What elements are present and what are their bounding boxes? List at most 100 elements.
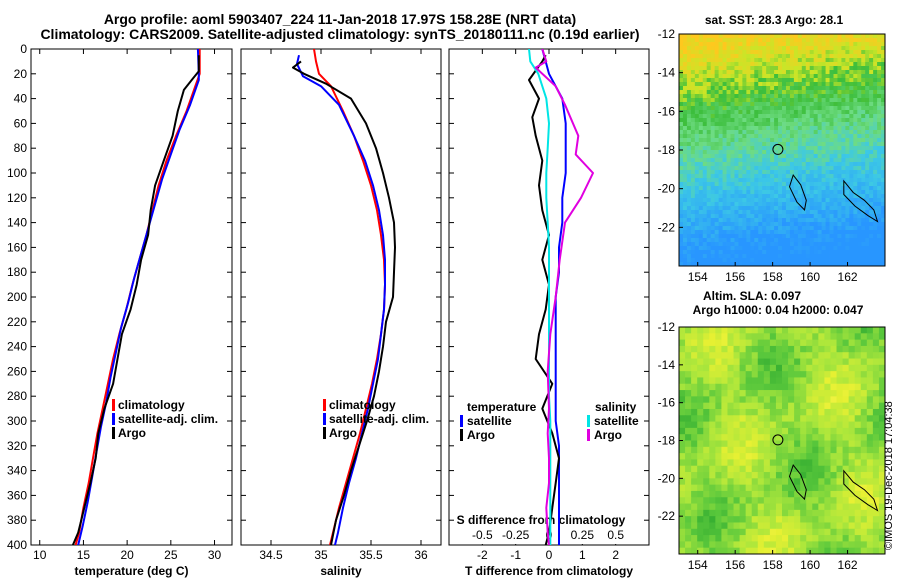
heatmap-cell: [869, 166, 874, 171]
heatmap-cell: [754, 182, 759, 187]
heatmap-cell: [685, 516, 692, 523]
heatmap-cell: [842, 541, 850, 549]
heatmap-cell: [837, 66, 842, 71]
heatmap-cell: [806, 541, 813, 549]
heatmap-cell: [829, 106, 834, 111]
x-tick-label: -2: [477, 548, 488, 562]
heatmap-cell: [730, 114, 735, 119]
heatmap-cell: [854, 352, 862, 359]
heatmap-cell: [836, 446, 843, 454]
heatmap-cell: [861, 54, 866, 59]
heatmap-cell: [702, 98, 708, 103]
heatmap-cell: [702, 218, 708, 223]
heatmap-cell: [841, 142, 846, 147]
heatmap-cell: [762, 162, 767, 167]
heatmap-cell: [715, 484, 722, 492]
heatmap-cell: [739, 396, 747, 404]
heatmap-cell: [742, 234, 747, 239]
heatmap-cell: [686, 134, 692, 139]
heatmap-cell: [861, 158, 866, 163]
plot-frame: [30, 48, 233, 546]
heatmap-cell: [878, 358, 885, 366]
heatmap-cell: [698, 158, 704, 163]
series-group: [528, 49, 594, 545]
heatmap-cell: [769, 333, 777, 341]
heatmap-cell: [853, 226, 858, 231]
heatmap-cell: [739, 522, 747, 530]
heatmap-cell: [714, 246, 720, 251]
heatmap-cell: [714, 238, 720, 243]
heatmap-cell: [782, 484, 789, 492]
heatmap-cell: [685, 345, 692, 353]
heatmap-cell: [774, 150, 779, 155]
heatmap-cell: [778, 42, 783, 47]
heatmap-cell: [818, 446, 825, 454]
heatmap-cell: [745, 484, 753, 492]
heatmap-cell: [706, 258, 712, 263]
heatmap-cell: [721, 390, 728, 397]
heatmap-cell: [706, 66, 712, 71]
heatmap-cell: [762, 226, 767, 231]
heatmap-cell: [849, 54, 854, 59]
heatmap-cell: [829, 126, 834, 131]
heatmap-cell: [738, 242, 743, 247]
heatmap-cell: [809, 214, 815, 219]
heatmap-cell: [745, 358, 753, 366]
heatmap-cell: [824, 472, 831, 479]
heatmap-cell: [813, 230, 819, 235]
heatmap-cell: [690, 114, 696, 119]
heatmap-cell: [800, 396, 807, 404]
heatmap-cell: [797, 190, 803, 195]
heatmap-cell: [738, 102, 743, 107]
heatmap-cell: [866, 516, 874, 523]
heatmap-cell: [805, 186, 811, 191]
heatmap-cell: [842, 402, 850, 410]
heatmap-cell: [686, 238, 692, 243]
heatmap-cell: [829, 246, 834, 251]
heatmap-cell: [775, 541, 783, 549]
heatmap-cell: [788, 383, 795, 391]
heatmap-cell: [726, 130, 731, 135]
heatmap-cell: [721, 465, 728, 473]
heatmap-cell: [733, 383, 740, 391]
heatmap-cell: [809, 150, 815, 155]
heatmap-cell: [825, 154, 830, 159]
heatmap-cell: [715, 440, 722, 448]
heatmap-cell: [690, 66, 696, 71]
heatmap-cell: [789, 86, 795, 91]
heatmap-cell: [817, 166, 823, 171]
heatmap-cell: [857, 238, 862, 243]
heatmap-cell: [774, 246, 779, 251]
heatmap-cell: [750, 158, 755, 163]
heatmap-cell: [754, 210, 759, 215]
heatmap-cell: [789, 134, 795, 139]
heatmap-cell: [857, 182, 862, 187]
heatmap-cell: [734, 250, 739, 255]
heatmap-cell: [685, 364, 692, 372]
heatmap-cell: [849, 154, 854, 159]
heatmap-cell: [679, 226, 684, 231]
heatmap-cell: [857, 74, 862, 79]
heatmap-cell: [690, 230, 696, 235]
heatmap-cell: [788, 327, 795, 334]
heatmap-cell: [833, 86, 838, 91]
heatmap-cell: [785, 126, 791, 131]
heatmap-cell: [824, 516, 831, 523]
heatmap-cell: [785, 54, 791, 59]
heatmap-cell: [702, 94, 708, 99]
heatmap-cell: [742, 62, 747, 67]
heatmap-cell: [734, 86, 739, 91]
heatmap-cell: [762, 198, 767, 203]
heatmap-cell: [750, 58, 755, 63]
heatmap-cell: [873, 90, 878, 95]
heatmap-cell: [679, 90, 684, 95]
heatmap-cell: [860, 446, 868, 454]
heatmap-cell: [794, 528, 801, 536]
heatmap-cell: [877, 226, 882, 231]
heatmap-cell: [738, 38, 743, 43]
heatmap-cell: [718, 242, 723, 247]
heatmap-cell: [824, 383, 831, 391]
heatmap-cell: [690, 38, 696, 43]
heatmap-cell: [793, 46, 799, 51]
heatmap-cell: [763, 459, 771, 467]
